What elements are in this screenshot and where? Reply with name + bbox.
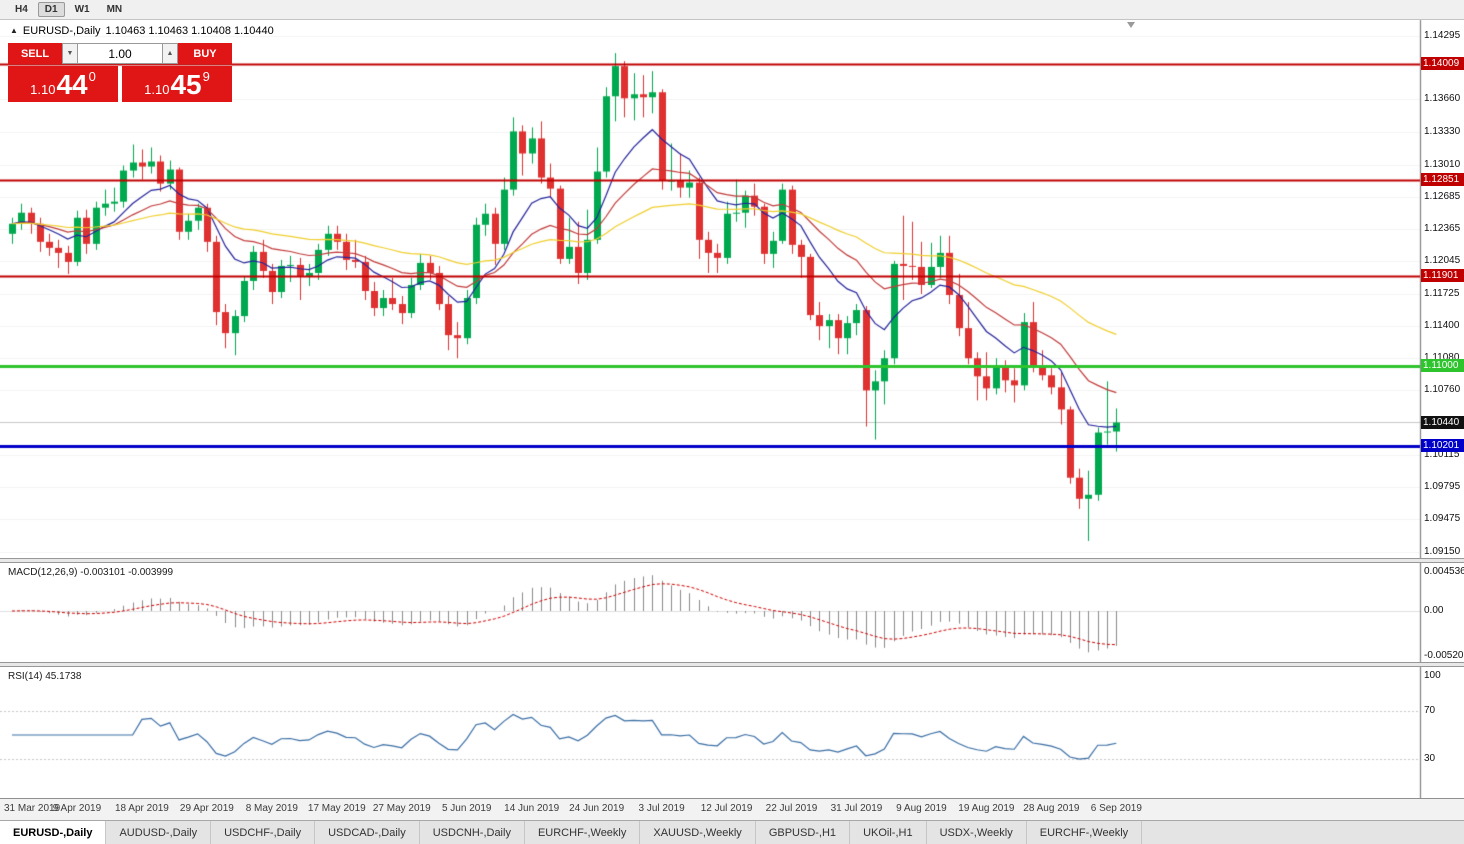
chart-tab-xauusd-weekly[interactable]: XAUUSD-,Weekly: [640, 821, 756, 844]
chart-ohlc-values: 1.10463 1.10463 1.10408 1.10440: [105, 25, 274, 37]
chart-tab-gbpusd-h1[interactable]: GBPUSD-,H1: [756, 821, 851, 844]
buy-price-big: 45: [170, 69, 202, 101]
symbol-marker-icon: ▲: [10, 26, 18, 35]
time-axis[interactable]: [0, 798, 1464, 820]
volume-increase-button[interactable]: ▲: [162, 43, 178, 64]
timeframe-button-mn[interactable]: MN: [106, 4, 123, 15]
buy-price-tile[interactable]: 1.10 45 9: [122, 66, 232, 102]
chart-tab-eurchf-weekly[interactable]: EURCHF-,Weekly: [525, 821, 641, 844]
timeframe-button-w1[interactable]: W1: [74, 4, 90, 15]
chart-shift-marker[interactable]: [1127, 22, 1135, 28]
timeframe-toolbar: H4 D1 W1 MN: [0, 0, 1464, 20]
chart-tab-eurusd-daily[interactable]: EURUSD-,Daily: [0, 821, 107, 844]
chart-tab-usdx-weekly[interactable]: USDX-,Weekly: [927, 821, 1027, 844]
chart-tab-usdchf-daily[interactable]: USDCHF-,Daily: [211, 821, 316, 844]
main-macd-panel-separator[interactable]: [0, 558, 1464, 563]
macd-indicator-label: MACD(12,26,9) -0.003101 -0.003999: [8, 567, 174, 578]
buy-price-prefix: 1.10: [144, 82, 170, 97]
timeframe-button-d1[interactable]: D1: [37, 2, 65, 17]
trade-controls-row: SELL ▼ ▲ BUY: [8, 43, 232, 64]
macd-rsi-panel-separator[interactable]: [0, 662, 1464, 667]
sell-price-prefix: 1.10: [30, 82, 56, 97]
buy-price-pip: 9: [202, 69, 210, 84]
rsi-indicator-label: RSI(14) 45.1738: [8, 671, 82, 682]
sell-price-big: 44: [56, 69, 88, 101]
buy-button[interactable]: BUY: [178, 43, 232, 64]
sell-button[interactable]: SELL: [8, 43, 62, 64]
one-click-trading-panel: SELL ▼ ▲ BUY 1.10 44 0 1.10 45 9: [8, 43, 232, 102]
chart-tab-usdcad-daily[interactable]: USDCAD-,Daily: [315, 821, 420, 844]
chart-tab-ukoil-h1[interactable]: UKOil-,H1: [850, 821, 927, 844]
trade-prices-row: 1.10 44 0 1.10 45 9: [8, 66, 232, 102]
caret-up-icon: ▲: [166, 50, 174, 57]
timeframe-button-h4[interactable]: H4: [15, 4, 28, 15]
sell-price-pip: 0: [88, 69, 96, 84]
volume-input[interactable]: [78, 43, 162, 64]
caret-down-icon: ▼: [66, 50, 74, 57]
chart-tab-usdcnh-daily[interactable]: USDCNH-,Daily: [420, 821, 525, 844]
chart-tab-audusd-daily[interactable]: AUDUSD-,Daily: [106, 821, 212, 844]
chart-title-bar: ▲ EURUSD-,Daily 1.10463 1.10463 1.10408 …: [10, 25, 274, 37]
chart-tab-bar: EURUSD-,Daily AUDUSD-,Daily USDCHF-,Daily U…: [0, 820, 1464, 844]
sell-price-tile[interactable]: 1.10 44 0: [8, 66, 118, 102]
volume-decrease-button[interactable]: ▼: [62, 43, 78, 64]
chart-title: EURUSD-,Daily: [22, 25, 101, 37]
chart-tab-eurchf-weekly[interactable]: EURCHF-,Weekly: [1027, 821, 1143, 844]
